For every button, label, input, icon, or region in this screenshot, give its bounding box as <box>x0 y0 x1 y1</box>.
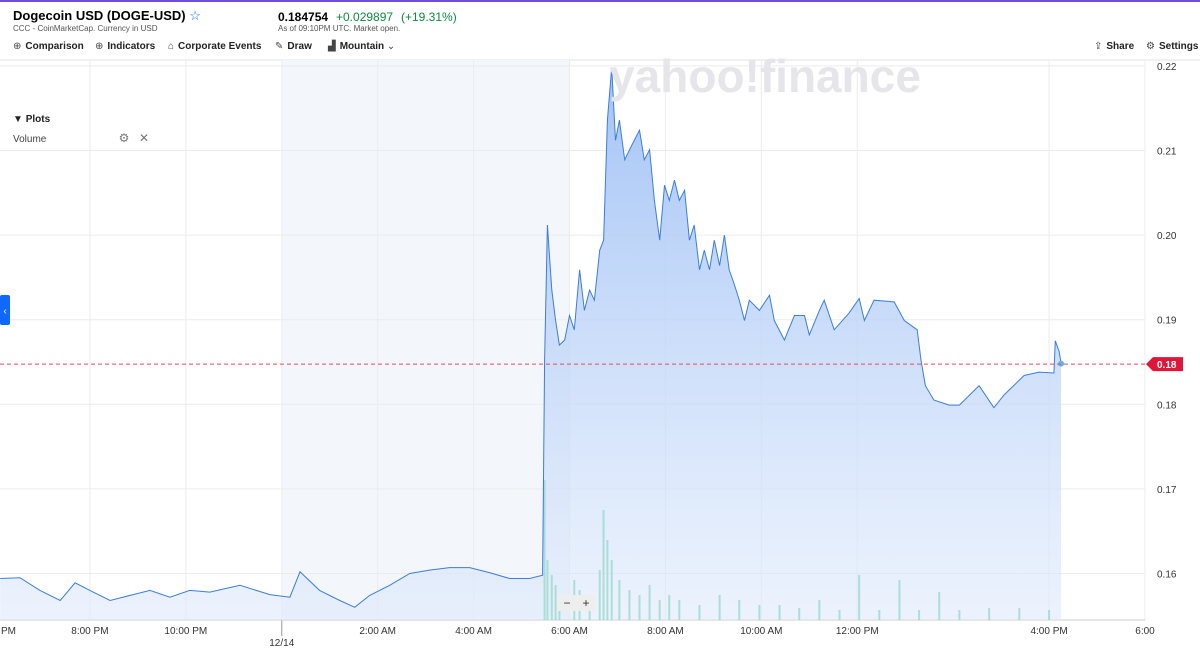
volume-bar <box>718 595 721 620</box>
side-panel-arrow: ‹ <box>3 306 6 317</box>
last-price-label: 0.18 <box>1157 360 1177 371</box>
volume-bar <box>838 610 841 620</box>
volume-bar <box>898 580 901 620</box>
x-tick-label: 12:00 PM <box>836 626 879 637</box>
y-tick-label: 0.18 <box>1157 400 1177 411</box>
plot-area: 0.16 0.17 0.18 0.19 0.20 0.21 0.22 PM 8:00 PM 10:… <box>0 60 1183 648</box>
change-percent: (+19.31%) <box>401 10 457 24</box>
volume-bar <box>918 610 921 620</box>
x-tick-label: 6:00 AM <box>551 626 588 637</box>
volume-bar <box>798 608 801 620</box>
volume-bar <box>878 610 881 620</box>
zoom-out[interactable]: − <box>563 596 570 610</box>
title-text: Dogecoin USD (DOGE-USD) <box>13 8 186 23</box>
zoom-controls <box>557 595 595 611</box>
x-tick-label: 8:00 AM <box>647 626 684 637</box>
title: Dogecoin USD (DOGE-USD) ☆ <box>13 8 201 24</box>
label: Indicators <box>107 41 156 52</box>
comparison-button[interactable]: ⊕ Comparison <box>13 41 84 52</box>
label: Share <box>1106 41 1135 52</box>
settings-button[interactable]: ⚙ Settings <box>1146 41 1199 52</box>
volume-bar <box>550 575 553 620</box>
plots-title-text: Plots <box>26 114 51 125</box>
last-point <box>1058 360 1065 367</box>
side-panel-toggle[interactable] <box>0 295 10 325</box>
volume-bar <box>628 590 631 620</box>
top-border <box>0 0 1200 2</box>
volume-bar <box>698 605 701 620</box>
corporate-events-button[interactable]: ⌂ Corporate Events <box>168 41 262 52</box>
price-area <box>0 67 1062 621</box>
volume-bar <box>668 595 671 620</box>
volume-bar <box>638 595 641 620</box>
volume-bar <box>588 595 591 620</box>
chart-style-button[interactable]: ▟ Mountain ⌄ <box>328 41 396 52</box>
plots-item: Volume <box>13 134 47 145</box>
session-shade <box>281 60 570 620</box>
volume-bar <box>938 592 941 620</box>
volume-bar <box>573 580 576 620</box>
price: 0.184754 <box>278 10 329 24</box>
plots-title: ▼ Plots <box>13 114 51 125</box>
volume-bar <box>678 600 681 620</box>
label: Draw <box>287 41 312 52</box>
share-button[interactable]: ⇪ Share <box>1094 41 1135 52</box>
x-tick-label: 8:00 PM <box>71 626 108 637</box>
volume-bar <box>606 540 609 620</box>
x-tick-label: 2:00 AM <box>359 626 396 637</box>
y-tick-label: 0.21 <box>1157 147 1177 158</box>
x-tick-label: 10:00 AM <box>740 626 782 637</box>
volume-bar <box>958 610 961 620</box>
volume-bar <box>543 480 546 620</box>
x-tick-label: 4:00 PM <box>1030 626 1067 637</box>
plot-settings-icon[interactable]: ⚙ <box>119 131 130 145</box>
volume-bar <box>554 585 557 620</box>
draw-button[interactable]: ✎ Draw <box>275 41 312 52</box>
indicators-button[interactable]: ⊕ Indicators <box>95 41 156 52</box>
price-line <box>0 67 1062 608</box>
y-tick-label: 0.17 <box>1157 485 1177 496</box>
volume-bar <box>610 560 613 620</box>
volume-bar <box>658 600 661 620</box>
label: Mountain <box>339 41 385 52</box>
label: Settings <box>1158 41 1199 52</box>
volume-bar <box>546 560 549 620</box>
label: Comparison <box>25 41 84 52</box>
change: +0.029897 <box>336 10 394 24</box>
volume-bar <box>598 570 601 620</box>
watchlist-star[interactable]: ☆ <box>189 8 201 23</box>
volume-bar <box>648 585 651 620</box>
volume-bar <box>558 595 561 620</box>
volume-bar <box>1048 610 1051 620</box>
subtitle: CCC - CoinMarketCap. Currency in USD <box>13 24 158 33</box>
x-tick-label: 6:00 <box>1135 626 1155 637</box>
volume-bar <box>738 600 741 620</box>
watermark: yahoo!finance <box>609 50 921 102</box>
x-tick-label: PM <box>1 626 16 637</box>
y-tick-label: 0.22 <box>1157 62 1177 73</box>
volume-bar <box>618 580 621 620</box>
last-price-tag <box>1146 357 1183 372</box>
volume-bar <box>578 590 581 620</box>
volume-bar <box>602 510 605 620</box>
volume-bar <box>988 608 991 620</box>
y-tick-label: 0.16 <box>1157 569 1177 580</box>
volume-bar <box>818 600 821 620</box>
volume-bar <box>758 605 761 620</box>
x-tick-label: 10:00 PM <box>164 626 207 637</box>
y-tick-label: 0.20 <box>1157 231 1177 242</box>
as-of: As of 09:10PM UTC. Market open. <box>278 24 401 33</box>
y-tick-label: 0.19 <box>1157 316 1177 327</box>
volume-bar <box>778 605 781 620</box>
x-tick-label: 4:00 AM <box>455 626 492 637</box>
zoom-in[interactable]: + <box>582 596 589 610</box>
x-tick-label: 12/14 <box>269 638 294 648</box>
plot-remove-icon[interactable]: ✕ <box>139 131 149 145</box>
volume-bar <box>1018 608 1021 620</box>
volume-bar <box>858 575 861 620</box>
label: Corporate Events <box>178 41 262 52</box>
